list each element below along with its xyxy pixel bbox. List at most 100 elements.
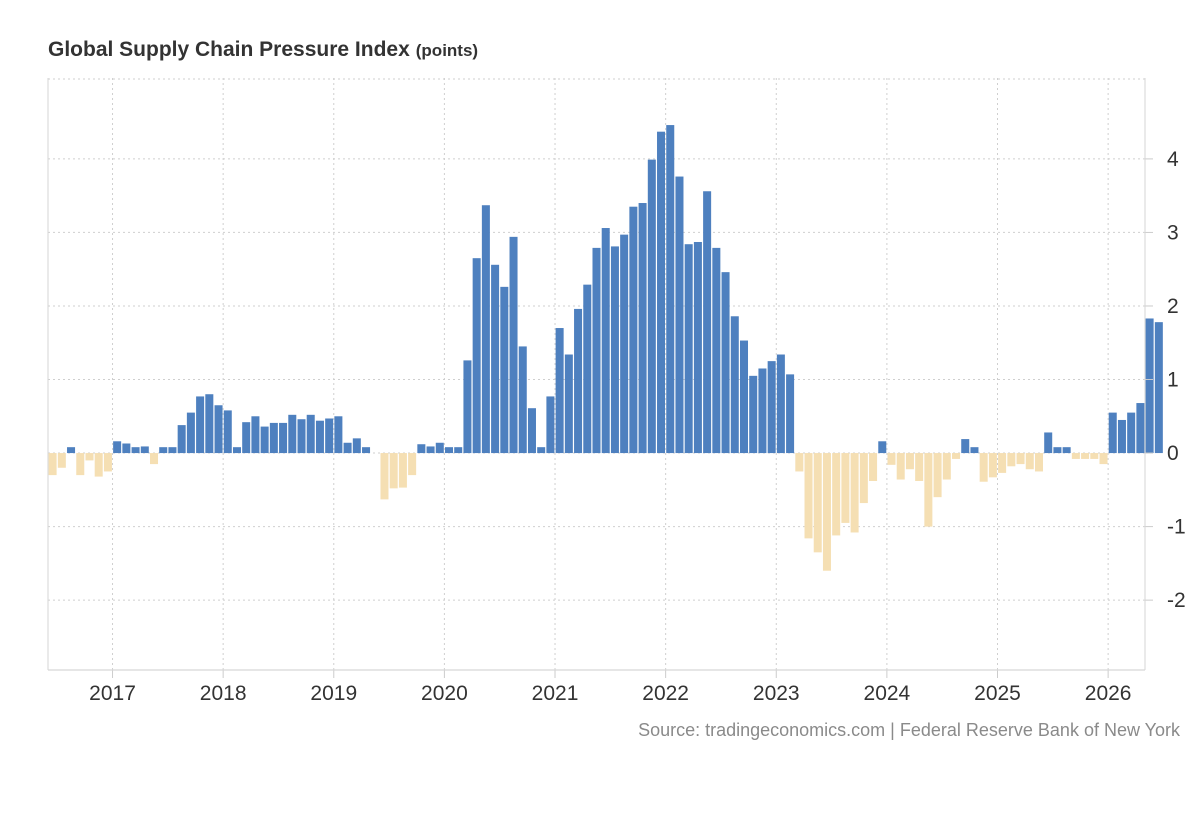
bar[interactable]	[979, 453, 988, 482]
bar[interactable]	[205, 394, 214, 454]
bar[interactable]	[113, 441, 122, 454]
bar[interactable]	[76, 453, 85, 476]
bar[interactable]	[223, 410, 232, 454]
bar[interactable]	[500, 286, 509, 454]
bar[interactable]	[1145, 318, 1154, 454]
bar[interactable]	[1053, 447, 1062, 454]
bar[interactable]	[380, 453, 389, 500]
bar[interactable]	[675, 176, 684, 454]
bar[interactable]	[389, 453, 398, 489]
bar[interactable]	[896, 453, 905, 480]
bar[interactable]	[315, 420, 324, 454]
bar[interactable]	[620, 234, 629, 454]
bar[interactable]	[103, 453, 112, 472]
bar[interactable]	[140, 446, 149, 454]
bar[interactable]	[610, 246, 619, 454]
bar[interactable]	[657, 131, 666, 454]
bar[interactable]	[491, 264, 500, 454]
bar[interactable]	[786, 374, 795, 454]
bar[interactable]	[297, 419, 306, 454]
bar[interactable]	[749, 375, 758, 454]
bar[interactable]	[196, 396, 205, 454]
bar[interactable]	[150, 453, 159, 465]
bar[interactable]	[454, 447, 463, 454]
bar[interactable]	[970, 447, 979, 454]
bar[interactable]	[232, 447, 241, 454]
bar[interactable]	[583, 284, 592, 454]
bar[interactable]	[481, 205, 490, 454]
bar[interactable]	[463, 360, 472, 454]
bar[interactable]	[905, 453, 914, 470]
bar[interactable]	[435, 442, 444, 454]
bar[interactable]	[242, 422, 251, 454]
bar[interactable]	[703, 191, 712, 454]
bar[interactable]	[555, 328, 564, 454]
bar[interactable]	[739, 340, 749, 454]
bar[interactable]	[537, 447, 546, 454]
bar[interactable]	[325, 418, 334, 454]
bar[interactable]	[878, 441, 887, 454]
bar[interactable]	[472, 258, 481, 454]
bar[interactable]	[186, 412, 195, 454]
bar[interactable]	[269, 422, 278, 454]
bar[interactable]	[408, 453, 417, 476]
bar[interactable]	[1127, 412, 1136, 454]
bar[interactable]	[730, 316, 739, 454]
bar[interactable]	[1071, 453, 1080, 459]
bar[interactable]	[214, 405, 223, 454]
bar[interactable]	[518, 346, 527, 454]
bar[interactable]	[1108, 412, 1117, 454]
bar[interactable]	[998, 453, 1007, 473]
bar[interactable]	[527, 408, 536, 454]
bar[interactable]	[1154, 322, 1163, 454]
bar[interactable]	[942, 453, 951, 480]
bar[interactable]	[850, 453, 859, 533]
bar[interactable]	[693, 241, 702, 454]
bar[interactable]	[795, 453, 804, 472]
bar[interactable]	[776, 354, 785, 454]
bar[interactable]	[915, 453, 924, 482]
bar[interactable]	[444, 447, 454, 454]
bar[interactable]	[122, 443, 131, 454]
bar[interactable]	[933, 453, 942, 498]
bar[interactable]	[279, 422, 288, 454]
bar[interactable]	[362, 447, 371, 454]
bar[interactable]	[638, 203, 647, 454]
bar[interactable]	[712, 247, 721, 454]
bar[interactable]	[629, 206, 638, 454]
bar[interactable]	[352, 438, 361, 454]
bar[interactable]	[1025, 453, 1034, 470]
bar[interactable]	[887, 453, 896, 465]
bar[interactable]	[426, 446, 435, 454]
bar[interactable]	[564, 354, 573, 454]
bar[interactable]	[822, 453, 831, 571]
bar[interactable]	[1117, 419, 1126, 454]
bar[interactable]	[988, 453, 997, 478]
bar[interactable]	[758, 368, 767, 454]
bar[interactable]	[546, 396, 555, 454]
bar[interactable]	[1044, 432, 1053, 454]
bar[interactable]	[417, 444, 426, 454]
bar[interactable]	[601, 228, 610, 454]
bar[interactable]	[1062, 447, 1071, 454]
bar[interactable]	[306, 414, 315, 454]
bar[interactable]	[343, 442, 352, 454]
bar[interactable]	[159, 447, 168, 454]
bar[interactable]	[721, 272, 730, 454]
bar[interactable]	[334, 416, 343, 454]
bar[interactable]	[574, 308, 583, 454]
bar[interactable]	[804, 453, 813, 539]
bar[interactable]	[48, 453, 57, 476]
bar[interactable]	[131, 447, 140, 454]
bar[interactable]	[961, 439, 970, 454]
bar[interactable]	[684, 244, 693, 454]
bar[interactable]	[841, 453, 850, 523]
bar[interactable]	[1016, 453, 1025, 465]
bar[interactable]	[260, 426, 269, 454]
bar[interactable]	[168, 447, 177, 454]
bar[interactable]	[813, 453, 822, 553]
bar[interactable]	[1081, 453, 1090, 459]
bar[interactable]	[177, 425, 186, 454]
bar[interactable]	[647, 159, 656, 454]
bar[interactable]	[509, 236, 518, 454]
